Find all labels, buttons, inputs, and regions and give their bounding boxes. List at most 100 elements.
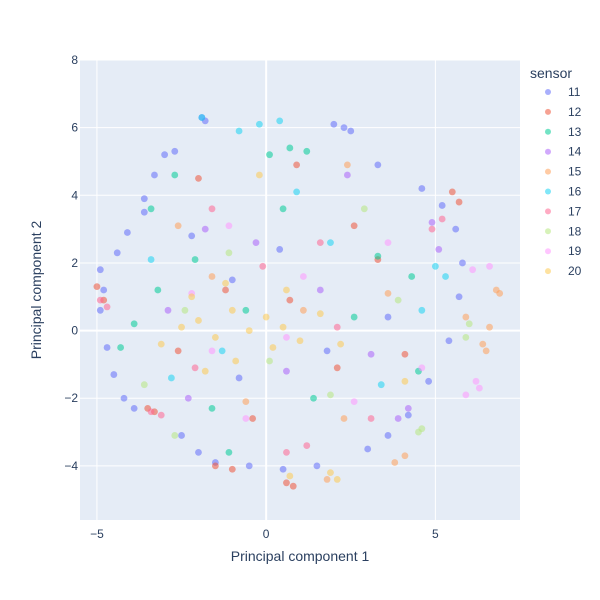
legend-item-14[interactable]: 14 bbox=[545, 145, 582, 159]
data-point bbox=[117, 344, 125, 351]
data-point bbox=[174, 222, 182, 230]
data-point bbox=[377, 381, 385, 389]
data-point bbox=[296, 337, 304, 345]
data-point bbox=[262, 313, 270, 321]
x-tick-label: 0 bbox=[263, 527, 270, 541]
legend-marker bbox=[545, 268, 551, 275]
data-point bbox=[455, 198, 463, 206]
legend-item-19[interactable]: 19 bbox=[545, 244, 582, 258]
data-point bbox=[120, 394, 128, 402]
data-point bbox=[343, 161, 351, 169]
data-point bbox=[428, 225, 436, 233]
data-point bbox=[316, 286, 324, 294]
legend-marker bbox=[545, 228, 551, 235]
data-point bbox=[286, 144, 294, 152]
data-point bbox=[337, 340, 345, 348]
data-point bbox=[266, 151, 273, 159]
data-point bbox=[269, 344, 277, 351]
data-point bbox=[486, 323, 493, 331]
data-point bbox=[113, 249, 121, 257]
data-point bbox=[418, 185, 426, 192]
data-point bbox=[195, 317, 202, 324]
data-point bbox=[208, 404, 216, 412]
data-point bbox=[276, 246, 284, 253]
data-point bbox=[283, 333, 290, 341]
series-19 bbox=[188, 222, 493, 422]
data-point bbox=[459, 259, 466, 267]
data-point bbox=[103, 344, 111, 351]
data-point bbox=[401, 377, 409, 385]
y-tick-label: 2 bbox=[71, 256, 78, 270]
y-axis-ticks: −4 −2 0 2 4 6 8 bbox=[64, 53, 78, 473]
data-point bbox=[374, 252, 382, 260]
data-point bbox=[228, 465, 236, 473]
data-point bbox=[147, 408, 155, 416]
legend-item-15[interactable]: 15 bbox=[545, 165, 582, 179]
data-point bbox=[394, 296, 402, 304]
legend-item-17[interactable]: 17 bbox=[545, 204, 582, 218]
data-point bbox=[286, 296, 294, 304]
legend-item-13[interactable]: 13 bbox=[545, 125, 582, 139]
data-point bbox=[225, 448, 233, 456]
data-point bbox=[188, 293, 196, 301]
data-point bbox=[171, 432, 179, 439]
data-point bbox=[469, 266, 477, 274]
data-point bbox=[316, 239, 324, 247]
data-point bbox=[374, 161, 382, 169]
data-point bbox=[289, 482, 297, 490]
data-point bbox=[435, 246, 443, 253]
data-point bbox=[431, 262, 439, 270]
data-point bbox=[245, 462, 253, 470]
data-point bbox=[154, 286, 162, 294]
legend-item-18[interactable]: 18 bbox=[545, 224, 582, 238]
data-point bbox=[242, 415, 250, 422]
data-point bbox=[110, 371, 118, 378]
data-point bbox=[299, 273, 307, 280]
data-point bbox=[276, 117, 284, 125]
data-point bbox=[151, 171, 158, 179]
y-axis-title: Principal component 2 bbox=[28, 221, 44, 360]
data-point bbox=[303, 442, 311, 449]
data-point bbox=[283, 479, 290, 487]
data-point bbox=[225, 249, 233, 257]
legend-item-11[interactable]: 11 bbox=[545, 85, 581, 99]
data-point bbox=[367, 415, 375, 422]
data-point bbox=[259, 262, 267, 270]
data-point bbox=[404, 411, 412, 419]
y-tick-label: −2 bbox=[64, 391, 78, 405]
data-point bbox=[384, 313, 392, 321]
y-tick-label: −4 bbox=[64, 459, 78, 473]
legend-item-16[interactable]: 16 bbox=[545, 185, 582, 199]
data-point bbox=[93, 283, 101, 291]
gridlines bbox=[80, 59, 520, 520]
data-point bbox=[96, 266, 104, 274]
data-point bbox=[350, 222, 358, 230]
data-point bbox=[415, 428, 422, 436]
series-18 bbox=[140, 205, 473, 439]
data-point bbox=[391, 459, 399, 466]
legend[interactable]: sensor 11 12 13 14 15 16 17 18 19 20 bbox=[530, 65, 582, 278]
data-point bbox=[425, 377, 433, 385]
data-point bbox=[384, 289, 392, 297]
data-point bbox=[310, 394, 317, 402]
legend-label: 19 bbox=[568, 244, 582, 258]
data-point bbox=[401, 350, 409, 358]
legend-label: 16 bbox=[568, 185, 582, 199]
data-point bbox=[208, 273, 216, 280]
data-point bbox=[486, 262, 493, 270]
legend-marker bbox=[545, 148, 551, 155]
data-point bbox=[255, 171, 263, 179]
data-point bbox=[140, 195, 148, 203]
data-point bbox=[299, 306, 307, 314]
legend-item-20[interactable]: 20 bbox=[545, 264, 582, 278]
data-point bbox=[479, 340, 487, 348]
data-point bbox=[283, 286, 290, 294]
data-point bbox=[191, 256, 199, 263]
data-point bbox=[323, 347, 331, 355]
data-point bbox=[316, 310, 324, 318]
data-point bbox=[164, 306, 172, 314]
legend-item-12[interactable]: 12 bbox=[545, 105, 582, 119]
legend-label: 13 bbox=[568, 125, 582, 139]
series-13 bbox=[117, 144, 422, 456]
